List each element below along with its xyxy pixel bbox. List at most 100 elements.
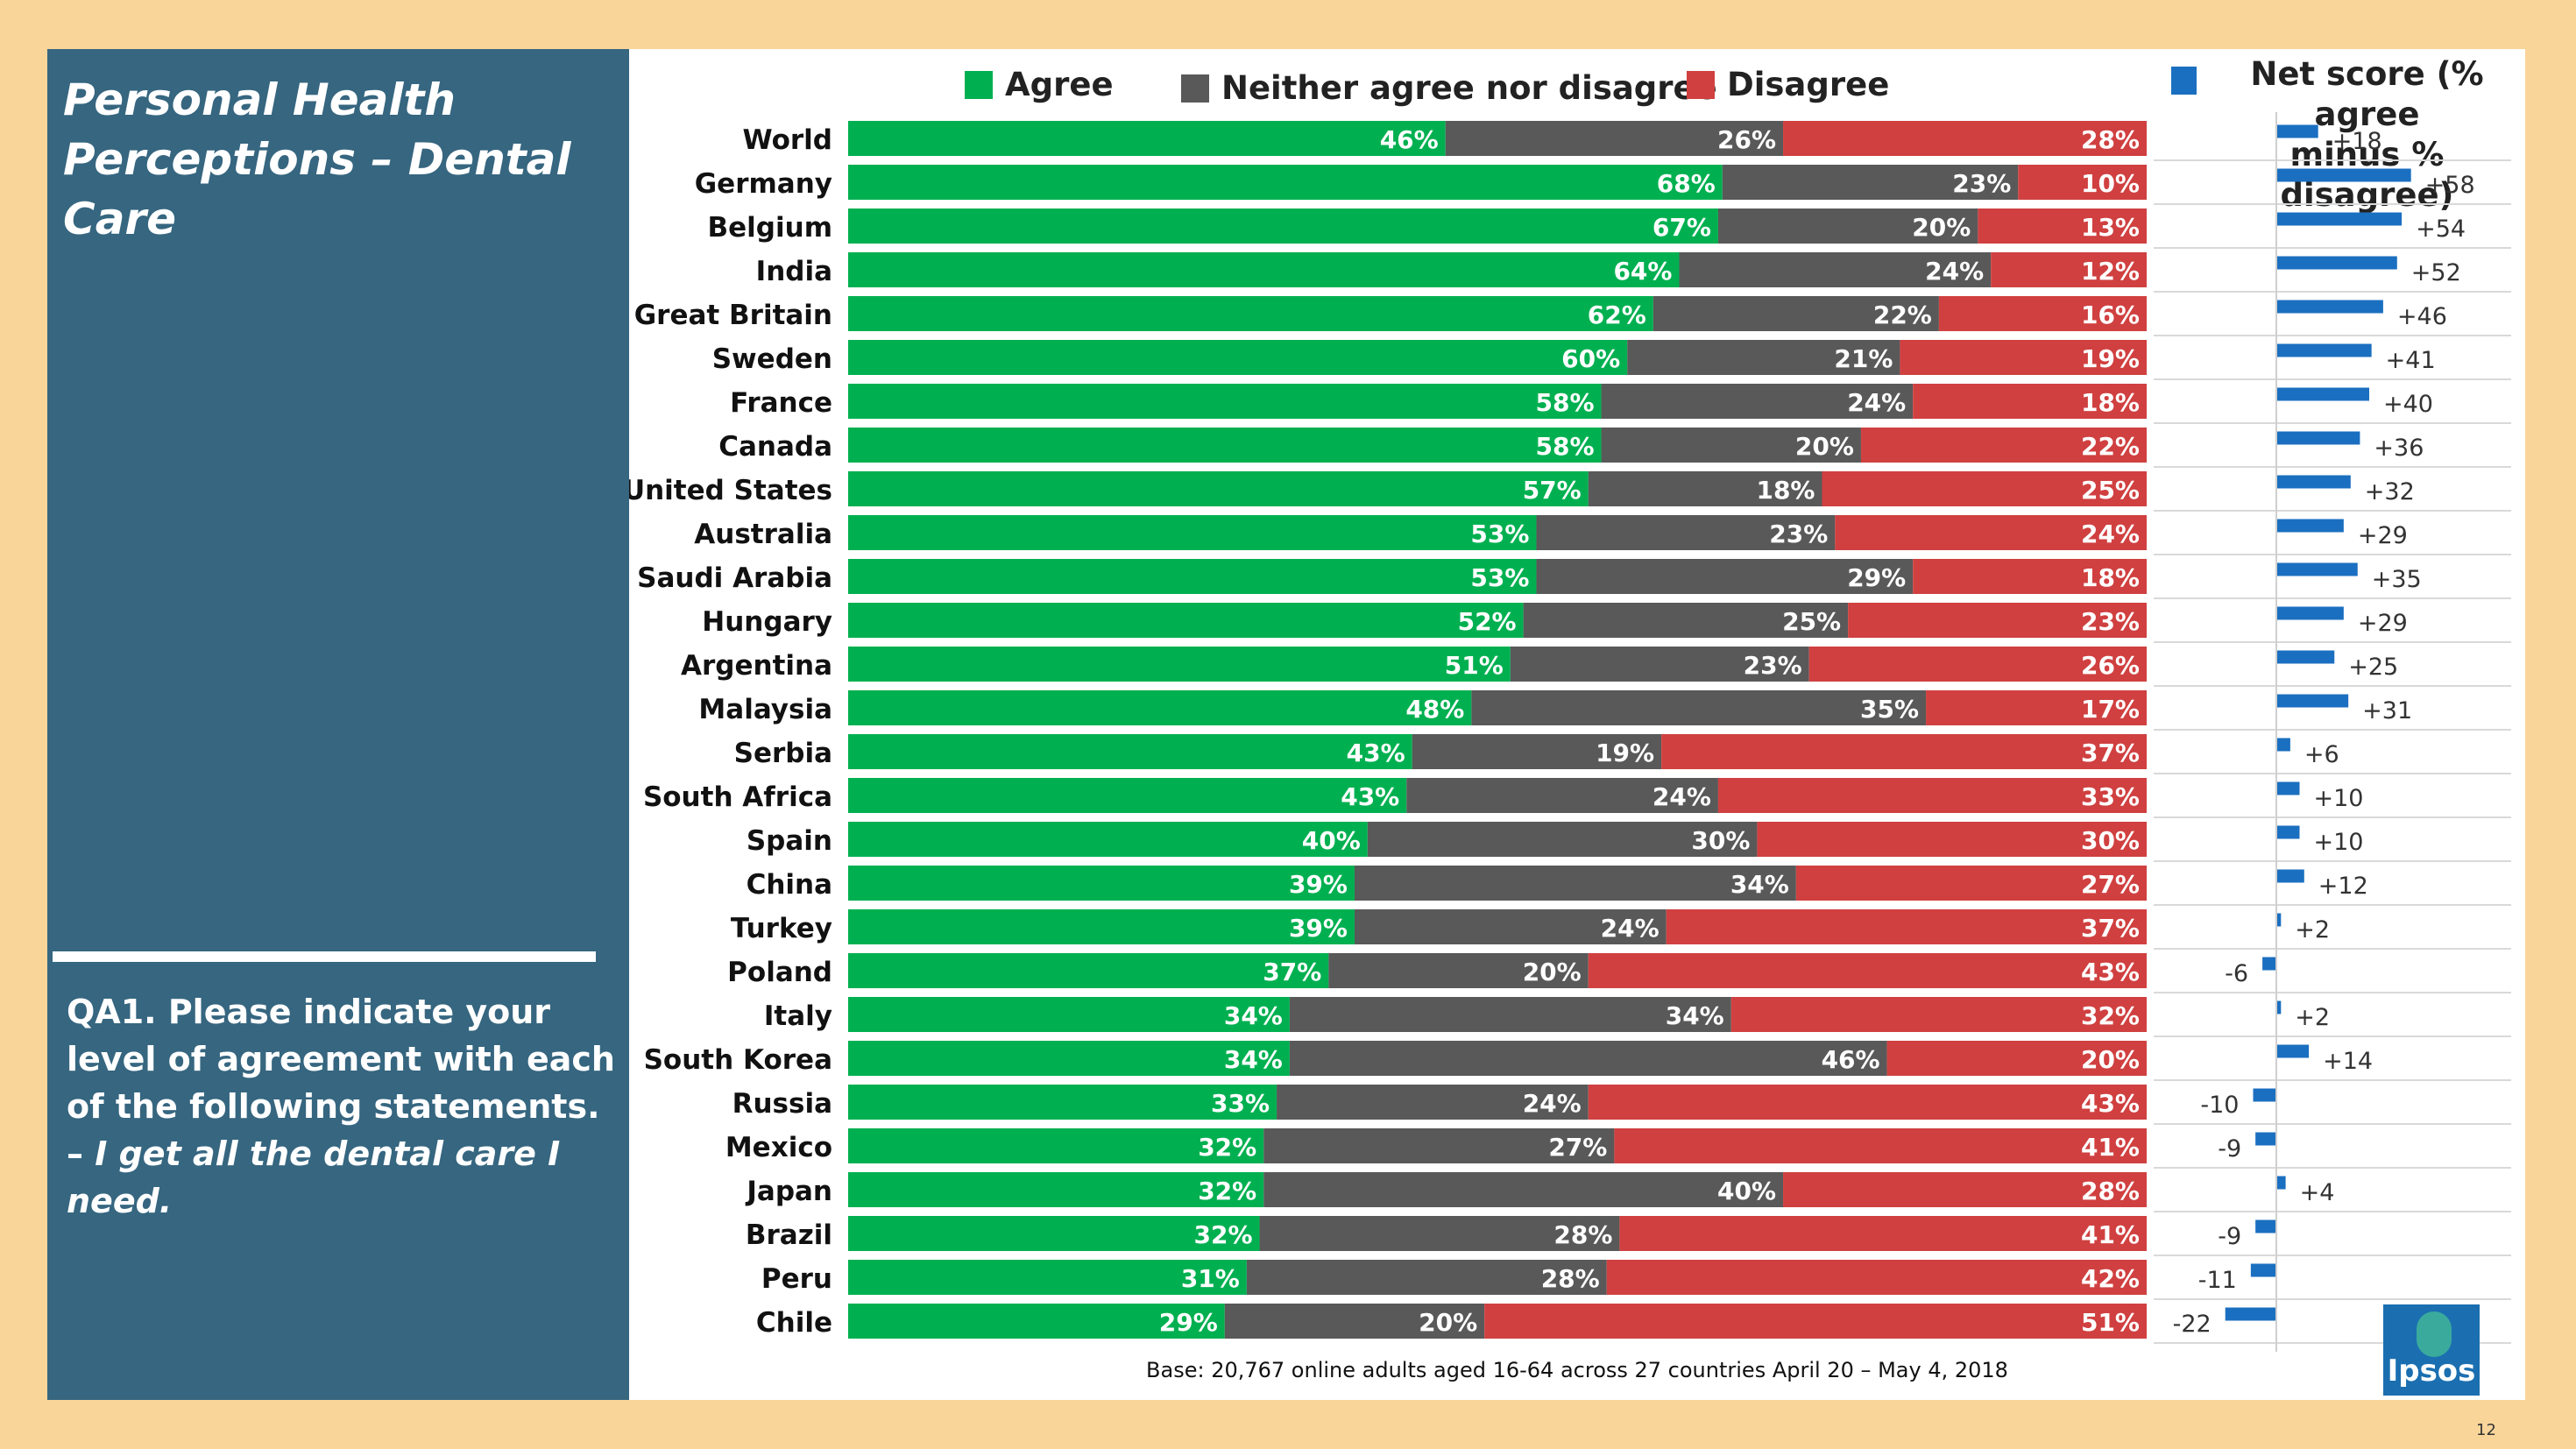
net-label-hungary: +29 bbox=[2358, 610, 2408, 637]
bar-neither-malaysia bbox=[1471, 690, 1927, 725]
bar-agree-brazil bbox=[848, 1216, 1260, 1251]
bar-neither-japan bbox=[1263, 1172, 1784, 1207]
data-label-agree-france: 58% bbox=[1536, 388, 1595, 417]
category-label-canada: Canada bbox=[718, 431, 832, 463]
net-bar-serbia bbox=[2276, 738, 2290, 752]
net-label-malaysia: +31 bbox=[2362, 697, 2412, 724]
net-bar-world bbox=[2276, 124, 2318, 138]
category-label-india: India bbox=[756, 256, 832, 287]
net-label-italy: +2 bbox=[2295, 1004, 2330, 1031]
bar-agree-poland bbox=[848, 953, 1329, 988]
legend-agree-swatch bbox=[965, 70, 993, 99]
bar-agree-china bbox=[848, 866, 1355, 901]
data-label-disagree-poland: 43% bbox=[2081, 958, 2140, 986]
net-bar-india bbox=[2276, 256, 2397, 270]
bar-disagree-italy bbox=[1730, 997, 2147, 1032]
bar-disagree-sweden bbox=[1900, 340, 2147, 375]
data-label-neither-belgium: 20% bbox=[1912, 213, 1971, 242]
data-label-agree-turkey: 39% bbox=[1289, 914, 1348, 943]
bar-agree-canada bbox=[848, 428, 1602, 463]
net-bar-peru bbox=[2250, 1263, 2276, 1277]
bar-disagree-world bbox=[1783, 121, 2147, 156]
bar-agree-great-britain bbox=[848, 296, 1653, 331]
left-panel: Personal Health Perceptions – Dental Car… bbox=[47, 49, 629, 1400]
bar-agree-saudi-arabia bbox=[848, 559, 1537, 594]
net-bar-russia bbox=[2253, 1088, 2276, 1102]
data-label-neither-chile: 20% bbox=[1419, 1308, 1477, 1337]
legend-net-swatch bbox=[2171, 67, 2197, 95]
data-label-agree-belgium: 67% bbox=[1652, 213, 1711, 242]
data-label-agree-brazil: 32% bbox=[1194, 1220, 1253, 1249]
category-label-russia: Russia bbox=[732, 1088, 832, 1120]
bar-agree-russia bbox=[848, 1085, 1277, 1120]
data-label-disagree-chile: 51% bbox=[2081, 1308, 2140, 1337]
chart-svg: World 46% 26% 28% +18 Germany 68% 23% 10% +58 Belg… bbox=[629, 112, 2511, 1352]
net-label-china: +12 bbox=[2318, 873, 2368, 900]
data-label-agree-russia: 33% bbox=[1211, 1089, 1270, 1118]
bar-neither-south-korea bbox=[1289, 1041, 1887, 1076]
net-label-russia: -10 bbox=[2200, 1092, 2239, 1119]
data-label-disagree-great-britain: 16% bbox=[2081, 300, 2140, 329]
category-label-china: China bbox=[747, 869, 832, 901]
data-label-neither-great-britain: 22% bbox=[1873, 300, 1932, 329]
data-label-neither-hungary: 25% bbox=[1782, 607, 1841, 636]
slide-title-line1: Personal Health bbox=[63, 74, 456, 125]
data-label-disagree-italy: 32% bbox=[2081, 1001, 2140, 1030]
bar-neither-world bbox=[1445, 121, 1784, 156]
bar-disagree-brazil bbox=[1619, 1216, 2147, 1251]
data-label-disagree-india: 12% bbox=[2081, 257, 2140, 286]
net-bar-spain bbox=[2276, 825, 2300, 839]
net-bar-united-states bbox=[2276, 475, 2351, 489]
data-label-neither-japan: 40% bbox=[1717, 1177, 1776, 1205]
category-label-south-africa: South Africa bbox=[643, 781, 832, 813]
bar-agree-germany bbox=[848, 165, 1723, 200]
category-label-belgium: Belgium bbox=[708, 212, 832, 244]
bar-disagree-france bbox=[1913, 384, 2147, 419]
data-label-disagree-malaysia: 17% bbox=[2081, 695, 2140, 724]
bar-agree-france bbox=[848, 384, 1602, 419]
bar-neither-chile bbox=[1224, 1304, 1485, 1339]
data-label-disagree-brazil: 41% bbox=[2081, 1220, 2140, 1249]
legend-neither: Neither agree nor disagree bbox=[1181, 69, 1717, 107]
bar-agree-south-korea bbox=[848, 1041, 1290, 1076]
data-label-disagree-south-korea: 20% bbox=[2081, 1045, 2140, 1074]
bar-disagree-canada bbox=[1860, 428, 2147, 463]
logo-text: Ipsos bbox=[2387, 1354, 2476, 1389]
net-label-great-britain: +46 bbox=[2397, 303, 2447, 330]
category-label-south-korea: South Korea bbox=[644, 1044, 832, 1076]
data-label-neither-russia: 24% bbox=[1523, 1089, 1582, 1118]
category-label-spain: Spain bbox=[747, 825, 832, 857]
bar-agree-united-states bbox=[848, 471, 1589, 506]
net-bar-chile bbox=[2225, 1307, 2276, 1321]
bar-neither-peru bbox=[1246, 1260, 1607, 1295]
net-bar-germany bbox=[2276, 168, 2411, 182]
net-bar-argentina bbox=[2276, 650, 2335, 664]
bar-disagree-poland bbox=[1588, 953, 2147, 988]
data-label-agree-hungary: 52% bbox=[1458, 607, 1517, 636]
data-label-disagree-spain: 30% bbox=[2081, 826, 2140, 855]
bar-disagree-south-africa bbox=[1717, 778, 2147, 813]
data-label-disagree-argentina: 26% bbox=[2081, 651, 2140, 680]
net-label-peru: -11 bbox=[2198, 1267, 2237, 1294]
data-label-neither-australia: 23% bbox=[1769, 520, 1828, 548]
data-label-agree-chile: 29% bbox=[1159, 1308, 1218, 1337]
bar-neither-south-africa bbox=[1406, 778, 1718, 813]
category-label-italy: Italy bbox=[764, 1000, 832, 1032]
bar-agree-japan bbox=[848, 1172, 1264, 1207]
net-label-japan: +4 bbox=[2300, 1179, 2335, 1206]
bar-agree-malaysia bbox=[848, 690, 1472, 725]
category-label-world: World bbox=[743, 124, 833, 156]
net-bar-australia bbox=[2276, 519, 2344, 533]
data-label-disagree-canada: 22% bbox=[2081, 432, 2140, 461]
net-label-australia: +29 bbox=[2358, 522, 2408, 549]
data-label-agree-united-states: 57% bbox=[1523, 476, 1582, 505]
category-label-poland: Poland bbox=[727, 957, 832, 988]
net-label-south-korea: +14 bbox=[2323, 1048, 2373, 1075]
bar-neither-turkey bbox=[1354, 909, 1667, 944]
category-label-chile: Chile bbox=[756, 1307, 832, 1339]
net-label-turkey: +2 bbox=[2295, 916, 2330, 944]
net-bar-saudi-arabia bbox=[2276, 562, 2358, 576]
net-bar-poland bbox=[2262, 957, 2276, 971]
bar-agree-chile bbox=[848, 1304, 1225, 1339]
category-label-united-states: United States bbox=[629, 475, 832, 506]
